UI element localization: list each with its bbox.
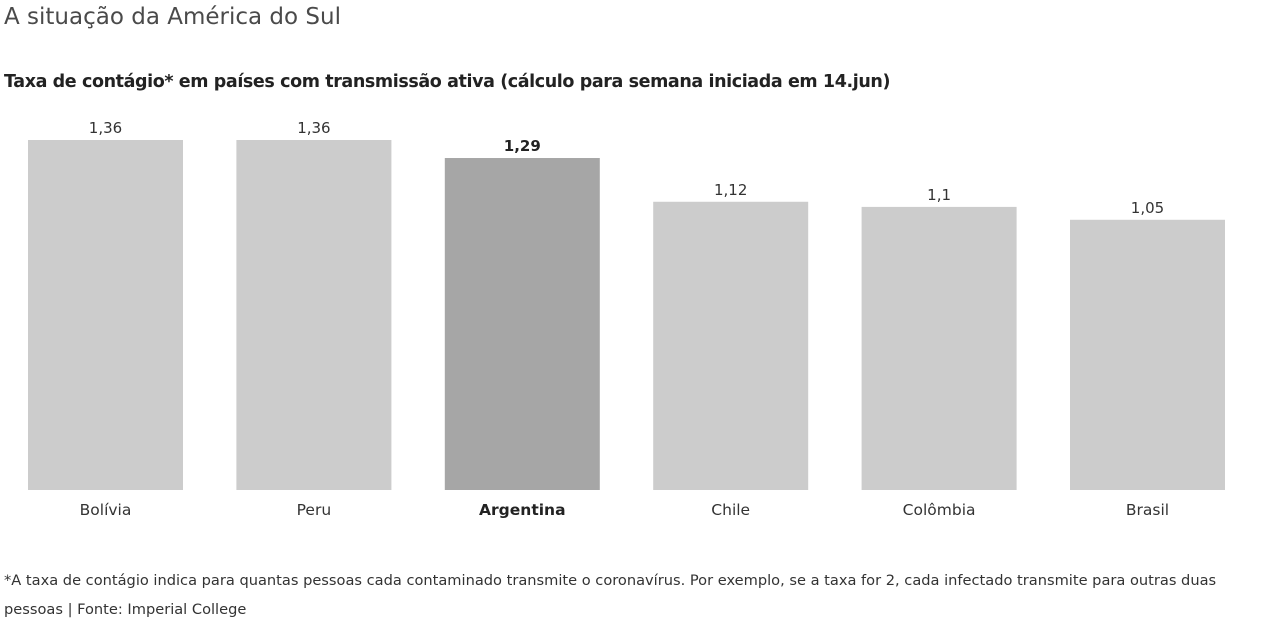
value-label-chile: 1,12 (714, 181, 747, 199)
chart-subtitle: Taxa de contágio* em países com transmis… (4, 72, 891, 92)
chart-title: A situação da América do Sul (4, 4, 341, 30)
category-label-bolivia: Bolívia (80, 501, 132, 519)
bar-chile (653, 201, 809, 490)
value-label-colombia: 1,1 (927, 186, 951, 204)
category-label-colombia: Colômbia (903, 501, 976, 519)
bar-brasil (1070, 219, 1225, 490)
value-label-brasil: 1,05 (1131, 199, 1164, 217)
category-label-argentina: Argentina (479, 501, 566, 519)
category-label-brasil: Brasil (1126, 501, 1169, 519)
bar-bolivia (28, 140, 183, 490)
category-label-chile: Chile (711, 501, 750, 519)
category-label-peru: Peru (297, 501, 332, 519)
bar-argentina (444, 158, 600, 490)
value-label-argentina: 1,29 (504, 137, 541, 155)
bar-colombia (861, 206, 1017, 490)
bar-chart: 1,36 Bolívia 1,36 Peru 1,29 Argentina 1,12 Chil… (28, 119, 1225, 519)
bar-peru (236, 140, 392, 490)
value-label-peru: 1,36 (297, 119, 330, 137)
footnote: *A taxa de contágio indica para quantas … (4, 572, 1217, 618)
value-label-bolivia: 1,36 (89, 119, 122, 137)
